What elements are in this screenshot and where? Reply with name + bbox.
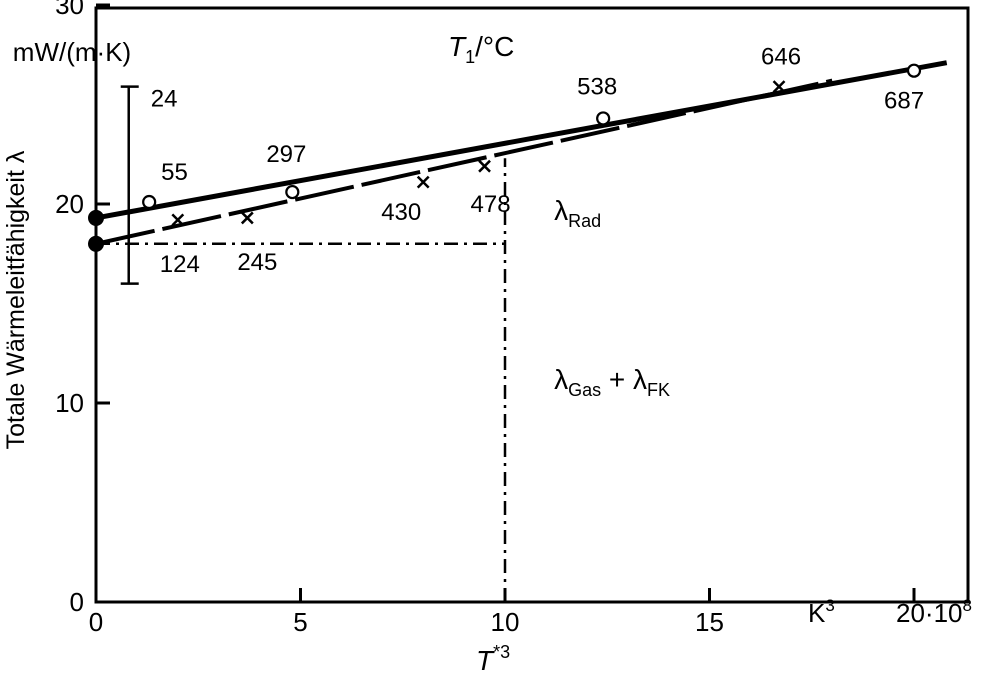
x-tick-label: 0: [89, 607, 103, 637]
data-point-cross: [240, 211, 254, 225]
point-label: 55: [161, 159, 188, 186]
y-axis-label: Totale Wärmeleitfähigkeit λ: [2, 150, 30, 449]
fit-line-crosses: [95, 78, 833, 246]
data-point-circle: [596, 111, 611, 126]
point-label: 478: [471, 191, 511, 218]
point-label: 430: [381, 199, 421, 226]
axes: [94, 6, 970, 604]
top-label: T1/°C: [448, 31, 514, 67]
x-axis-label: T*3: [476, 642, 510, 676]
y-tick-label: 0: [70, 587, 84, 617]
y-tick-label: 10: [55, 388, 84, 418]
fit-lines: [95, 60, 948, 246]
data-points: [88, 63, 922, 252]
x-tick-label: 15: [695, 607, 724, 637]
reference-lines: [96, 85, 507, 602]
data-point-cross: [478, 159, 491, 173]
data-point-circle: [906, 63, 922, 78]
data-point-circle: [285, 184, 300, 200]
y-tick-label: 30: [55, 0, 84, 20]
data-point-cross: [171, 213, 185, 227]
x-tick-label: 10: [491, 607, 520, 637]
plot-frame: [94, 6, 970, 604]
x-exponent-label: 20·108: [896, 596, 972, 628]
intercept-marker: [88, 235, 104, 252]
annotation-lambda-rad: λRad: [554, 195, 601, 231]
point-label: 538: [577, 73, 617, 100]
labels: mW/(m·K) Totale Wärmeleitfähigkeit λ T1/…: [2, 31, 972, 676]
x-tick-label: 5: [293, 607, 307, 637]
point-label: 297: [266, 141, 306, 168]
intercept-marker: [88, 209, 104, 226]
data-point-cross: [772, 80, 786, 93]
point-label: 245: [237, 249, 277, 276]
point-label: 687: [884, 88, 924, 115]
x-unit-label: K3: [808, 596, 835, 628]
data-point-cross: [416, 175, 430, 189]
point-label: 646: [761, 44, 801, 71]
error-bar-label: 24: [151, 86, 178, 113]
data-point-circle: [142, 194, 157, 210]
fit-line-circles: [95, 60, 948, 221]
ticks: 0 5 10 15 0 10 20 30: [55, 0, 916, 637]
y-tick-label: 20: [55, 189, 84, 219]
point-label: 124: [160, 251, 200, 278]
annotation-lambda-gas-fk: λGas + λFK: [554, 364, 670, 400]
y-unit-label: mW/(m·K): [13, 37, 131, 67]
